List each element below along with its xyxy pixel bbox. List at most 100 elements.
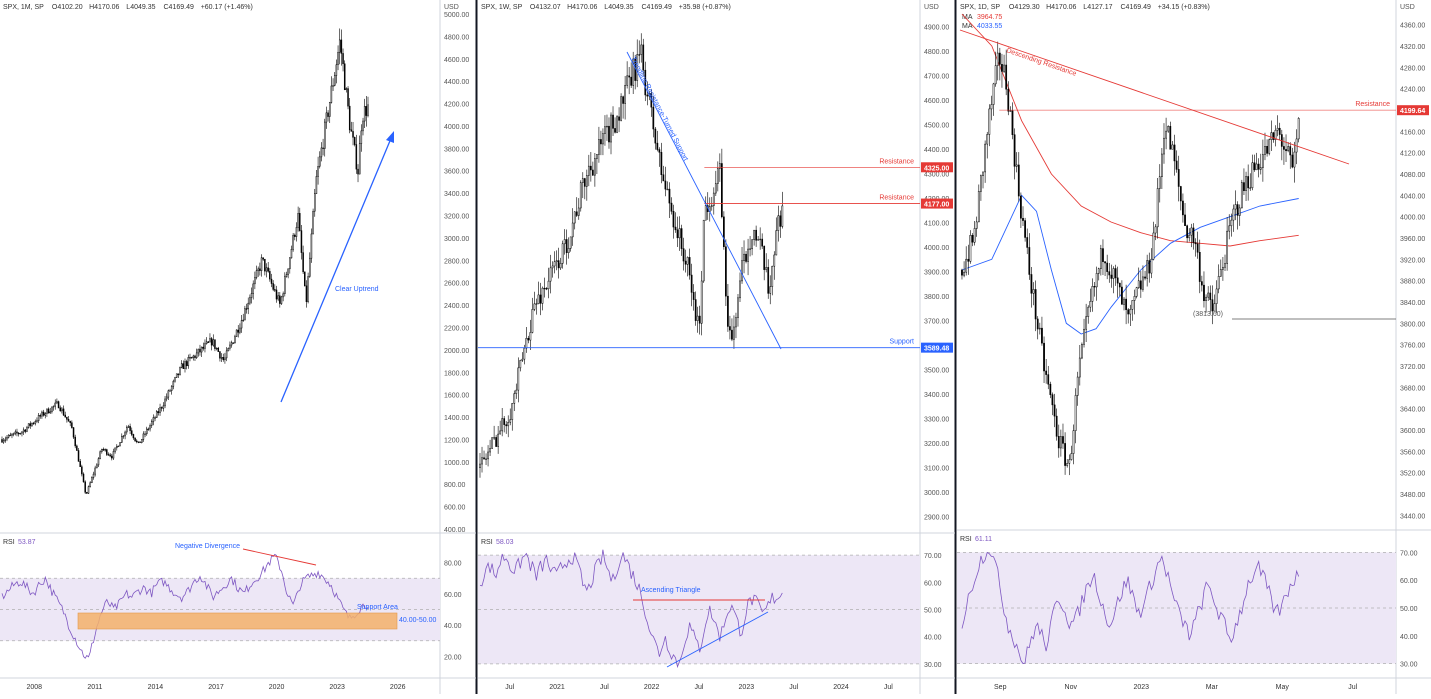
candle-body — [315, 176, 318, 194]
candle-body — [1217, 276, 1220, 290]
candle-body — [1038, 327, 1041, 330]
candle-body — [187, 357, 190, 367]
candle-body — [27, 423, 30, 428]
candle-body — [1257, 163, 1260, 170]
divergence-label: Negative Divergence — [175, 543, 240, 550]
candle-body — [1251, 162, 1254, 189]
rsi-line — [1, 553, 369, 659]
candle-body — [579, 182, 582, 209]
x-tick-label: Nov — [1065, 684, 1078, 691]
candle-body — [1127, 309, 1130, 315]
candle-body — [24, 429, 27, 432]
candle-body — [14, 431, 17, 434]
candle-body — [132, 434, 135, 439]
candle-body — [998, 52, 1001, 65]
candle-body — [668, 188, 671, 204]
y-tick-label: 4160.00 — [1400, 129, 1425, 136]
candle-body — [1064, 443, 1066, 466]
candle-body — [969, 234, 972, 262]
y-tick-label: 3200.00 — [924, 441, 949, 448]
candle-body — [292, 234, 294, 250]
candle-body — [1072, 430, 1075, 454]
candle-body — [529, 332, 532, 341]
candle-body — [82, 473, 85, 483]
candle-body — [1158, 176, 1161, 189]
x-tick-label: Jul — [1348, 684, 1357, 691]
uptrend-arrow-head — [386, 131, 394, 143]
candle-body — [990, 104, 993, 110]
candle-body — [602, 133, 604, 145]
candle-body — [555, 260, 558, 263]
candle-body — [360, 130, 363, 144]
y-tick-label: 600.00 — [444, 505, 466, 512]
candle-body — [632, 58, 635, 86]
candle-body — [328, 102, 331, 117]
y-tick-label: 3640.00 — [1400, 407, 1425, 414]
x-tick-label: 2020 — [269, 684, 285, 691]
candle-body — [274, 289, 276, 291]
candle-body — [1026, 237, 1029, 248]
candle-body — [139, 441, 141, 443]
candle-body — [501, 418, 504, 432]
ma-label: MA — [962, 23, 973, 30]
rsi-y-tick-label: 40.00 — [444, 623, 462, 630]
candle-body — [1123, 298, 1125, 305]
candle-body — [1097, 268, 1100, 274]
candle-body — [264, 258, 266, 272]
candle-body — [237, 329, 239, 333]
header-close: C4169.49 — [642, 4, 672, 11]
candle-body — [1114, 268, 1117, 279]
candle-body — [688, 257, 691, 276]
rsi-y-tick-label: 60.00 — [924, 580, 942, 587]
candle-body — [1203, 284, 1205, 302]
header-low: L4049.35 — [604, 4, 633, 11]
y-tick-label: 3880.00 — [1400, 279, 1425, 286]
candle-body — [254, 277, 256, 285]
y-tick-label: 4000.00 — [1400, 215, 1425, 222]
rsi-y-tick-label: 70.00 — [1400, 550, 1418, 557]
candle-body — [1053, 404, 1056, 417]
candle-body — [485, 458, 487, 460]
candle-body — [716, 168, 719, 184]
candle-body — [52, 405, 55, 408]
candle-body — [505, 424, 508, 427]
candle-body — [1055, 415, 1058, 437]
candle-body — [567, 248, 570, 253]
candle-body — [1137, 280, 1140, 288]
x-tick-label: Jul — [505, 684, 514, 691]
candle-body — [1108, 271, 1111, 276]
candle-body — [289, 257, 291, 270]
candle-body — [41, 411, 43, 417]
candle-body — [676, 229, 679, 239]
x-tick-label: May — [1276, 684, 1290, 691]
candle-body — [575, 211, 578, 216]
candle-body — [1024, 220, 1026, 238]
candle-body — [519, 360, 522, 369]
y-tick-label: 1800.00 — [444, 370, 469, 377]
candle-body — [495, 437, 497, 447]
candle-body — [284, 276, 286, 294]
candle-body — [195, 352, 198, 358]
level-price-text: 4199.64 — [1400, 108, 1425, 115]
candle-body — [497, 433, 499, 447]
candle-body — [179, 367, 181, 375]
candle-body — [759, 238, 762, 241]
candle-body — [1207, 292, 1210, 298]
candle-body — [1289, 146, 1292, 156]
candle-body — [1247, 176, 1250, 189]
candle-body — [729, 326, 731, 331]
candle-body — [1131, 300, 1134, 310]
candle-body — [67, 419, 70, 422]
candle-body — [72, 427, 75, 438]
candle-body — [314, 193, 316, 212]
candle-body — [355, 144, 358, 170]
candle-body — [56, 401, 58, 404]
candle-body — [1262, 154, 1264, 168]
candle-body — [219, 351, 221, 359]
x-tick-label: Jul — [789, 684, 798, 691]
candle-body — [753, 229, 755, 241]
candle-body — [1057, 436, 1060, 449]
candle-body — [1161, 153, 1163, 177]
candle-body — [46, 408, 48, 414]
